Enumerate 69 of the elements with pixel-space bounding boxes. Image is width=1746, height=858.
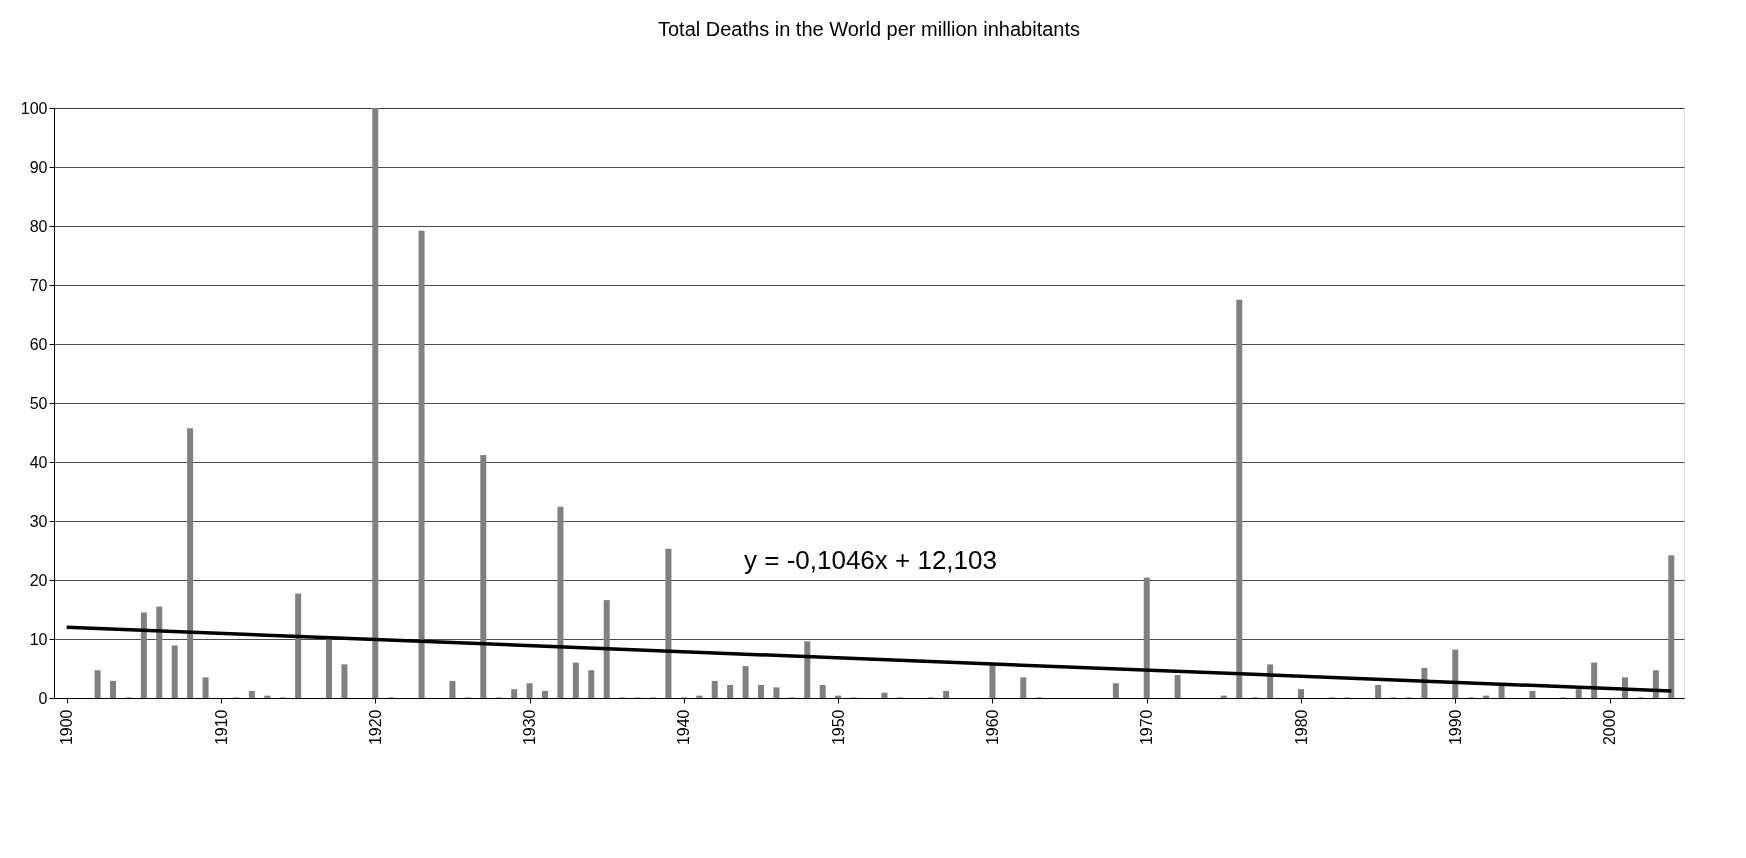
bar — [341, 664, 348, 698]
bar — [94, 670, 101, 698]
bar — [202, 677, 209, 698]
bar — [1375, 685, 1382, 698]
x-tick-label: 1980 — [1292, 709, 1310, 746]
x-tick-label: 1950 — [829, 709, 847, 746]
bar — [711, 680, 718, 698]
y-tick-label: 40 — [29, 453, 48, 471]
bar — [1143, 577, 1150, 698]
bar — [881, 692, 888, 698]
y-tick-label: 100 — [20, 99, 48, 117]
x-tick-label: 1940 — [675, 709, 693, 746]
bar — [187, 428, 194, 698]
bar — [742, 666, 749, 698]
y-tick-label: 0 — [38, 689, 48, 707]
bar — [819, 685, 826, 698]
y-tick-label: 70 — [29, 276, 48, 294]
x-tick-label: 2000 — [1601, 709, 1619, 746]
chart-title: Total Deaths in the World per million inhabitants — [657, 18, 1081, 40]
bar — [665, 548, 672, 698]
bar — [557, 506, 564, 698]
bar — [1498, 685, 1505, 698]
bar — [1298, 689, 1304, 698]
bar — [773, 687, 780, 698]
bar — [1452, 649, 1459, 698]
x-tick-label: 1920 — [366, 709, 384, 746]
bar — [1174, 674, 1181, 698]
y-tick-label: 80 — [29, 217, 48, 235]
bar — [295, 593, 302, 698]
y-tick-label: 10 — [29, 630, 48, 648]
bar — [156, 606, 163, 698]
bar — [372, 108, 379, 698]
y-tick-label: 20 — [29, 571, 48, 589]
x-tick-label: 1960 — [983, 709, 1001, 746]
bar — [480, 454, 487, 698]
x-tick-label: 1970 — [1138, 709, 1156, 746]
bar — [418, 230, 425, 698]
bar — [326, 639, 332, 698]
bar — [1020, 677, 1027, 698]
bar — [1529, 690, 1536, 698]
x-tick-label: 1990 — [1446, 709, 1464, 746]
annotation: y = -0,1046x + 12,103 — [744, 545, 997, 575]
bar — [588, 670, 595, 698]
bar — [758, 685, 764, 698]
bar — [449, 680, 456, 698]
bar — [248, 690, 255, 698]
x-tick-label: 1930 — [521, 709, 539, 746]
bar — [526, 683, 533, 698]
y-tick-label: 60 — [29, 335, 48, 353]
bar — [989, 664, 996, 698]
bar — [1236, 299, 1243, 698]
bar — [110, 680, 116, 698]
bar — [511, 689, 518, 698]
bar — [572, 662, 579, 698]
x-tick-label: 1900 — [58, 709, 76, 746]
y-tick-label: 90 — [29, 158, 48, 176]
bar — [171, 645, 178, 698]
y-tick-label: 30 — [29, 512, 48, 530]
bar — [1575, 689, 1582, 698]
bar — [727, 685, 734, 698]
bar — [603, 600, 610, 698]
bar — [1668, 555, 1675, 698]
bar — [140, 612, 147, 698]
bar — [943, 690, 950, 698]
x-tick-label: 1910 — [212, 709, 230, 746]
bar — [1112, 683, 1119, 698]
bar — [804, 641, 811, 698]
y-tick-label: 50 — [29, 394, 48, 412]
bar — [542, 690, 548, 698]
